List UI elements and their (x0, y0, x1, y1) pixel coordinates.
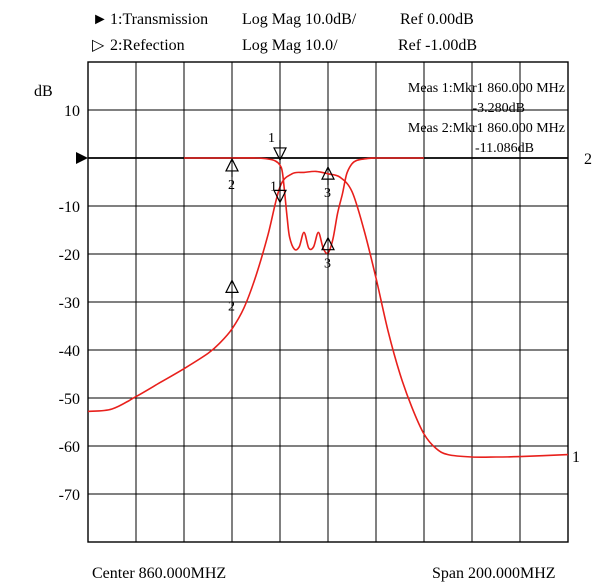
series-2-end-label: 2 (584, 151, 592, 168)
trace2-id: 2:Refection (110, 37, 185, 54)
marker-label: 3 (324, 257, 331, 272)
trace1-format: Log Mag 10.0dB/ (242, 11, 357, 28)
marker-3-trace-2: 3 (321, 236, 335, 272)
trace2-format: Log Mag 10.0/ (242, 37, 338, 54)
marker-symbols: 2 2 1 1 3 3 (225, 131, 335, 314)
meas1-label: Meas 1:Mkr1 860.000 MHz (408, 81, 565, 96)
marker-1-trace-2: 1 (270, 179, 287, 204)
trace2-marker: ▷ (92, 37, 105, 54)
marker-2-trace-1: 2 (225, 279, 239, 314)
marker-label: 1 (268, 131, 275, 146)
y-tick-label: 10 (64, 103, 80, 120)
trace2-ref: Ref -1.00dB (398, 37, 477, 54)
trace-1-line (87, 170, 569, 459)
grid-lines (88, 62, 568, 542)
y-tick-label: -60 (59, 439, 80, 456)
y-tick-labels: 10 -10 -20 -30 -40 -50 -60 -70 (59, 103, 80, 504)
trace1-header: ► 1:Transmission Log Mag 10.0dB/ Ref 0.0… (92, 11, 474, 28)
meas1-value: -3.280dB (473, 101, 526, 116)
trace-2-line (183, 157, 424, 255)
meas1-readout: Meas 1:Mkr1 860.000 MHz -3.280dB (408, 81, 565, 116)
trace1-marker: ► (92, 11, 108, 28)
trace1-ref: Ref 0.00dB (400, 11, 474, 28)
marker-label: 2 (228, 178, 235, 193)
meas2-label: Meas 2:Mkr1 860.000 MHz (408, 121, 565, 136)
y-tick-label: -20 (59, 247, 80, 264)
meas2-value: -11.086dB (475, 141, 534, 156)
center-frequency: Center 860.000MHZ (92, 565, 226, 582)
trace2-header: ▷ 2:Refection Log Mag 10.0/ Ref -1.00dB (92, 37, 477, 54)
series-1-end-label: 1 (572, 449, 580, 466)
y-tick-label: -50 (59, 391, 80, 408)
y-unit-label: dB (34, 83, 53, 100)
marker-label: 2 (228, 299, 235, 314)
y-tick-label: -30 (59, 295, 80, 312)
y-tick-label: -10 (59, 199, 80, 216)
marker-label: 1 (270, 179, 277, 194)
trace1-id: 1:Transmission (110, 11, 208, 28)
marker-label: 3 (324, 186, 331, 201)
meas2-readout: Meas 2:Mkr1 860.000 MHz -11.086dB (408, 121, 565, 156)
marker-3-trace-1: 3 (321, 165, 335, 201)
y-tick-label: -70 (59, 487, 80, 504)
y-tick-label: -40 (59, 343, 80, 360)
traces (87, 157, 569, 459)
span-frequency: Span 200.000MHZ (432, 565, 556, 582)
marker-2-trace-2: 2 (225, 157, 239, 193)
ref-arrow-icon (76, 152, 88, 164)
marker-1-trace-1: 1 (268, 131, 287, 162)
